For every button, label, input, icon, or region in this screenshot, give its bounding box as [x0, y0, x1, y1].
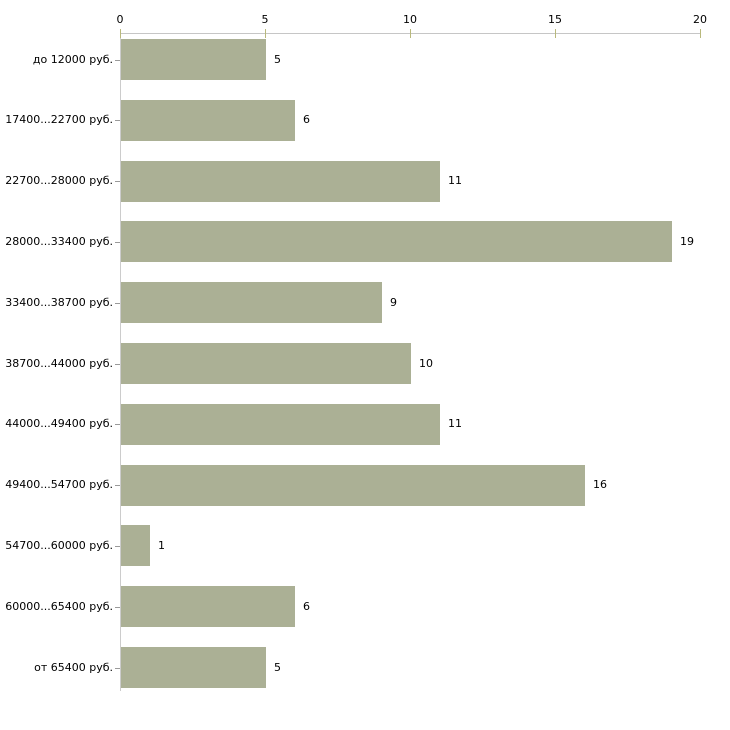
bar — [121, 282, 382, 324]
bar — [121, 647, 266, 688]
category-label: от 65400 руб. — [34, 660, 113, 674]
category-tick-mark — [115, 424, 120, 425]
category-tick-mark — [115, 364, 120, 365]
x-tick-mark — [410, 29, 411, 38]
bar — [121, 525, 150, 567]
bar — [121, 160, 440, 202]
category-label: 54700...60000 руб. — [5, 538, 113, 552]
bar-value-label: 16 — [593, 478, 607, 492]
category-tick-mark — [115, 60, 120, 61]
category-label: 22700...28000 руб. — [5, 174, 113, 188]
category-label: 17400...22700 руб. — [5, 113, 113, 127]
category-label: 33400...38700 руб. — [5, 295, 113, 309]
x-tick-label: 15 — [548, 13, 562, 26]
bar — [121, 403, 440, 445]
bar-value-label: 10 — [419, 356, 433, 370]
category-tick-mark — [115, 181, 120, 182]
category-tick-mark — [115, 607, 120, 608]
category-label: 28000...33400 руб. — [5, 234, 113, 248]
bar-value-label: 5 — [274, 52, 281, 66]
category-label: 60000...65400 руб. — [5, 599, 113, 613]
bar-value-label: 9 — [390, 295, 397, 309]
category-tick-mark — [115, 668, 120, 669]
category-tick-mark — [115, 485, 120, 486]
bar-value-label: 5 — [274, 660, 281, 674]
bar — [121, 99, 295, 141]
category-tick-mark — [115, 546, 120, 547]
bar — [121, 586, 295, 628]
bar — [121, 464, 585, 506]
bar — [121, 343, 411, 384]
bar-value-label: 6 — [303, 599, 310, 613]
x-tick-mark — [265, 29, 266, 38]
y-axis-line — [120, 33, 121, 691]
category-label: 49400...54700 руб. — [5, 478, 113, 492]
bar — [121, 221, 672, 263]
bar-value-label: 19 — [680, 234, 694, 248]
category-label: до 12000 руб. — [32, 52, 113, 66]
x-tick-label: 20 — [693, 13, 707, 26]
category-tick-mark — [115, 303, 120, 304]
bar — [121, 39, 266, 80]
bar-value-label: 1 — [158, 538, 165, 552]
category-tick-mark — [115, 120, 120, 121]
x-tick-mark — [555, 29, 556, 38]
category-tick-mark — [115, 242, 120, 243]
x-tick-mark — [120, 29, 121, 38]
x-tick-label: 10 — [403, 13, 417, 26]
category-label: 38700...44000 руб. — [5, 356, 113, 370]
bar-value-label: 6 — [303, 113, 310, 127]
category-label: 44000...49400 руб. — [5, 417, 113, 431]
bar-value-label: 11 — [448, 174, 462, 188]
x-tick-label: 0 — [116, 13, 124, 26]
x-tick-mark — [700, 29, 701, 38]
bar-value-label: 11 — [448, 417, 462, 431]
x-tick-label: 5 — [261, 13, 269, 26]
